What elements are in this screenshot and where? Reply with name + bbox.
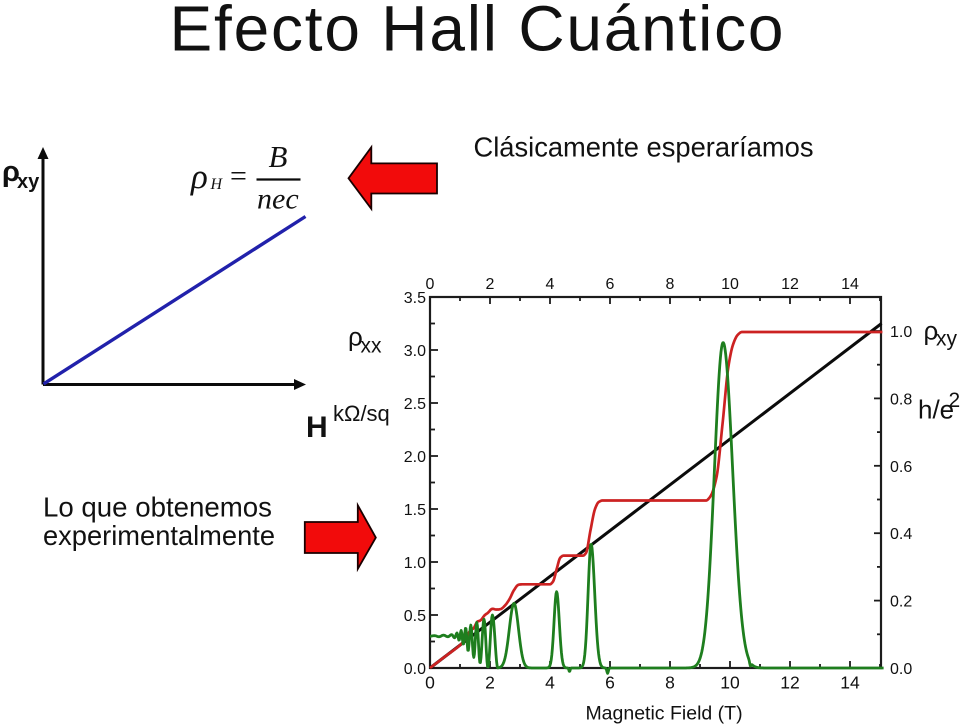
- svg-text:4: 4: [545, 673, 555, 693]
- svg-text:1.5: 1.5: [404, 502, 426, 519]
- svg-text:14: 14: [841, 276, 859, 293]
- svg-text:2: 2: [949, 389, 960, 412]
- svg-text:0.0: 0.0: [404, 661, 426, 678]
- svg-text:xx: xx: [361, 335, 383, 358]
- svg-text:Efecto Hall Cuántico: Efecto Hall Cuántico: [170, 0, 784, 65]
- svg-text:kΩ/sq: kΩ/sq: [333, 401, 390, 426]
- svg-text:0.5: 0.5: [404, 608, 426, 625]
- svg-text:Clásicamente esperaríamos: Clásicamente esperaríamos: [474, 132, 814, 163]
- svg-text:ρ: ρ: [190, 157, 208, 196]
- svg-text:0: 0: [425, 673, 435, 693]
- svg-text:1.0: 1.0: [404, 555, 426, 572]
- svg-text:Magnetic Field (T): Magnetic Field (T): [585, 703, 742, 725]
- svg-text:=: =: [230, 160, 247, 193]
- svg-text:2: 2: [486, 276, 495, 293]
- svg-text:B: B: [269, 139, 288, 174]
- svg-text:14: 14: [840, 673, 860, 693]
- svg-text:0: 0: [426, 276, 435, 293]
- svg-text:3.5: 3.5: [404, 290, 426, 307]
- svg-text:H: H: [210, 176, 224, 193]
- svg-text:0.4: 0.4: [890, 526, 912, 543]
- svg-text:h/e: h/e: [918, 395, 954, 425]
- svg-text:8: 8: [666, 276, 675, 293]
- svg-text:experimentalmente: experimentalmente: [43, 520, 275, 551]
- svg-text:6: 6: [605, 673, 615, 693]
- svg-text:4: 4: [546, 276, 555, 293]
- svg-text:12: 12: [780, 673, 799, 693]
- svg-text:3.0: 3.0: [404, 343, 426, 360]
- svg-text:nec: nec: [257, 183, 299, 216]
- svg-text:10: 10: [721, 276, 739, 293]
- svg-text:Lo que obtenemos: Lo que obtenemos: [43, 492, 272, 523]
- svg-text:ρ: ρ: [2, 156, 20, 188]
- svg-text:10: 10: [720, 673, 740, 693]
- svg-text:0.6: 0.6: [890, 459, 912, 476]
- svg-text:2.5: 2.5: [404, 396, 426, 413]
- svg-text:0.0: 0.0: [890, 661, 912, 678]
- svg-text:ρ: ρ: [348, 322, 363, 352]
- svg-text:2: 2: [485, 673, 495, 693]
- svg-text:1.0: 1.0: [890, 324, 912, 341]
- svg-text:12: 12: [781, 276, 799, 293]
- svg-text:6: 6: [606, 276, 615, 293]
- svg-text:2.0: 2.0: [404, 449, 426, 466]
- svg-text:xy: xy: [936, 328, 958, 351]
- svg-text:ρ: ρ: [924, 316, 939, 346]
- svg-text:xy: xy: [17, 171, 40, 193]
- svg-text:H: H: [306, 411, 328, 444]
- svg-text:0.2: 0.2: [890, 594, 912, 611]
- svg-text:8: 8: [665, 673, 675, 693]
- svg-text:0.8: 0.8: [890, 391, 912, 408]
